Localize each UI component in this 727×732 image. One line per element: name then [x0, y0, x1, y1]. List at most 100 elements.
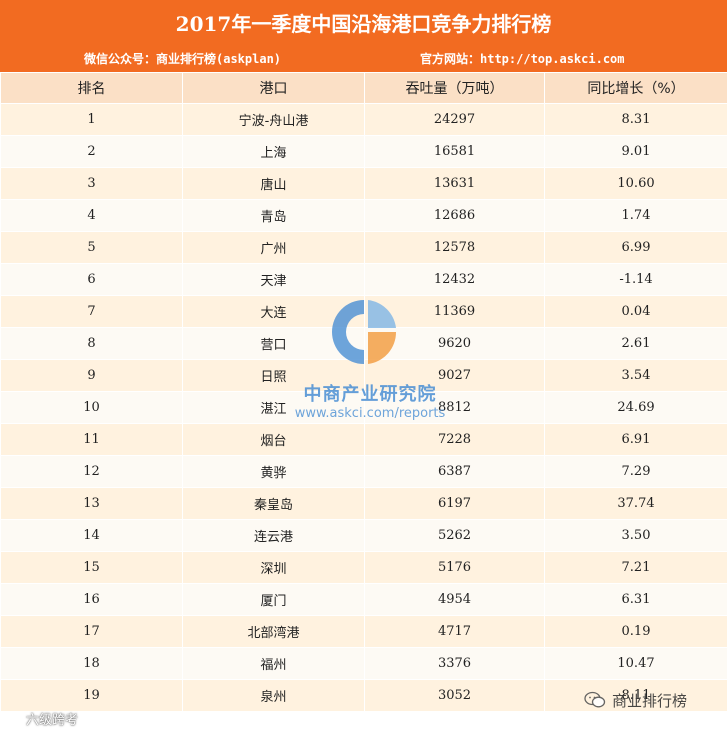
header-subtitle-row: 微信公众号：商业排行榜(askplan) 官方网站：http://top.ask…	[0, 46, 727, 70]
cell-growth: 10.47	[544, 647, 727, 680]
table-header-row: 排名 港口 吞吐量（万吨） 同比增长（%）	[0, 72, 727, 104]
table-row: 3 唐山 13631 10.60	[0, 167, 727, 200]
cc-icon	[7, 711, 21, 725]
cell-growth: 24.69	[544, 391, 727, 424]
cell-rank: 4	[0, 199, 183, 232]
cell-port: 宁波-舟山港	[182, 103, 365, 136]
cell-throughput: 7228	[364, 423, 545, 456]
table-row: 14 连云港 5262 3.50	[0, 519, 727, 552]
table-row: 4 青岛 12686 1.74	[0, 199, 727, 232]
table-row: 6 天津 12432 -1.14	[0, 263, 727, 296]
corner-label: 六级跨考	[26, 712, 79, 728]
cell-growth: 6.31	[544, 583, 727, 616]
cell-throughput: 6197	[364, 487, 545, 520]
cell-port: 日照	[182, 359, 365, 392]
cell-throughput: 12686	[364, 199, 545, 232]
table-row: 13 秦皇岛 6197 37.74	[0, 487, 727, 520]
cell-growth: 0.04	[544, 295, 727, 328]
cell-rank: 16	[0, 583, 183, 616]
cell-throughput: 3052	[364, 679, 545, 712]
cell-growth: 3.50	[544, 519, 727, 552]
cell-port: 湛江	[182, 391, 365, 424]
cell-port: 大连	[182, 295, 365, 328]
cell-throughput: 5262	[364, 519, 545, 552]
table-row: 15 深圳 5176 7.21	[0, 551, 727, 584]
corner-badge: 六级跨考	[6, 708, 78, 728]
cell-growth: 8.11	[544, 679, 727, 712]
cell-rank: 12	[0, 455, 183, 488]
cell-growth: 8.31	[544, 103, 727, 136]
cell-port: 唐山	[182, 167, 365, 200]
cell-growth: 10.60	[544, 167, 727, 200]
cell-rank: 14	[0, 519, 183, 552]
cell-port: 烟台	[182, 423, 365, 456]
header-banner: 2017年一季度中国沿海港口竞争力排行榜 微信公众号：商业排行榜(askplan…	[0, 0, 727, 72]
wechat-badge: 商业排行榜	[584, 688, 687, 712]
cell-port: 黄骅	[182, 455, 365, 488]
table-row: 18 福州 3376 10.47	[0, 647, 727, 680]
cell-throughput: 6387	[364, 455, 545, 488]
table-row: 5 广州 12578 6.99	[0, 231, 727, 264]
cell-port: 秦皇岛	[182, 487, 365, 520]
table-row: 11 烟台 7228 6.91	[0, 423, 727, 456]
table-row: 16 厦门 4954 6.31	[0, 583, 727, 616]
cell-rank: 5	[0, 231, 183, 264]
cell-rank: 13	[0, 487, 183, 520]
wechat-label: 商业排行榜	[612, 691, 688, 710]
cell-throughput: 4717	[364, 615, 545, 648]
table-row: 12 黄骅 6387 7.29	[0, 455, 727, 488]
table-body: 1 宁波-舟山港 24297 8.31 2 上海 16581 9.01 3 唐山 13631 10.6…	[0, 103, 727, 712]
cell-throughput: 4954	[364, 583, 545, 616]
cell-rank: 1	[0, 103, 183, 136]
cell-throughput: 12578	[364, 231, 545, 264]
cell-rank: 2	[0, 135, 183, 168]
table-row: 19 泉州 3052 8.11	[0, 679, 727, 712]
wechat-account-text: 微信公众号：商业排行榜(askplan)	[84, 52, 282, 66]
wechat-icon	[584, 691, 606, 708]
cell-rank: 17	[0, 615, 183, 648]
cell-throughput: 9620	[364, 327, 545, 360]
table-row: 7 大连 11369 0.04	[0, 295, 727, 328]
cell-growth: 3.54	[544, 359, 727, 392]
cell-growth: 7.29	[544, 455, 727, 488]
cell-growth: 2.61	[544, 327, 727, 360]
page-title: 2017年一季度中国沿海港口竞争力排行榜	[175, 12, 552, 36]
cell-port: 福州	[182, 647, 365, 680]
cell-throughput: 16581	[364, 135, 545, 168]
cell-throughput: 24297	[364, 103, 545, 136]
cell-throughput: 8812	[364, 391, 545, 424]
cell-port: 北部湾港	[182, 615, 365, 648]
cell-rank: 10	[0, 391, 183, 424]
cell-growth: 1.74	[544, 199, 727, 232]
cell-rank: 11	[0, 423, 183, 456]
table-row: 2 上海 16581 9.01	[0, 135, 727, 168]
cell-rank: 15	[0, 551, 183, 584]
cell-growth: 6.99	[544, 231, 727, 264]
cell-growth: 37.74	[544, 487, 727, 520]
column-header-growth: 同比增长（%）	[544, 72, 727, 104]
cell-throughput: 5176	[364, 551, 545, 584]
cell-port: 营口	[182, 327, 365, 360]
cell-port: 上海	[182, 135, 365, 168]
cell-growth: 7.21	[544, 551, 727, 584]
cell-throughput: 12432	[364, 263, 545, 296]
cell-rank: 19	[0, 679, 183, 712]
cell-growth: 0.19	[544, 615, 727, 648]
website-text: 官方网站：http://top.askci.com	[420, 52, 625, 66]
cell-port: 厦门	[182, 583, 365, 616]
cell-rank: 6	[0, 263, 183, 296]
cell-throughput: 9027	[364, 359, 545, 392]
cell-port: 泉州	[182, 679, 365, 712]
cell-growth: -1.14	[544, 263, 727, 296]
table-row: 10 湛江 8812 24.69	[0, 391, 727, 424]
cell-port: 广州	[182, 231, 365, 264]
column-header-rank: 排名	[0, 72, 183, 104]
cell-throughput: 3376	[364, 647, 545, 680]
table-row: 8 营口 9620 2.61	[0, 327, 727, 360]
table-row: 1 宁波-舟山港 24297 8.31	[0, 103, 727, 136]
cell-rank: 18	[0, 647, 183, 680]
cell-port: 连云港	[182, 519, 365, 552]
cell-port: 青岛	[182, 199, 365, 232]
table-row: 17 北部湾港 4717 0.19	[0, 615, 727, 648]
ranking-table: 排名 港口 吞吐量（万吨） 同比增长（%） 1 宁波-舟山港 24297 8.31 2 上…	[0, 72, 727, 712]
